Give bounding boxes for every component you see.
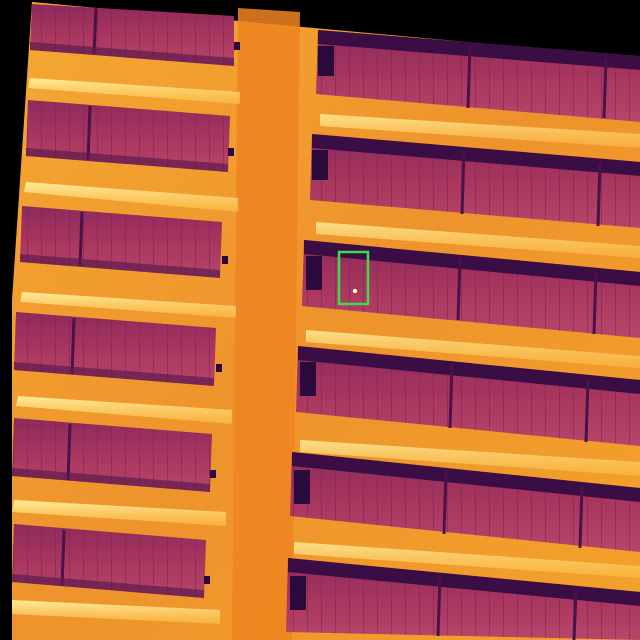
- panel-rows-left: [12, 4, 234, 598]
- center-path: [232, 8, 300, 640]
- panel-row: [12, 524, 206, 598]
- anomaly-detection-box[interactable]: [337, 250, 370, 306]
- panel-rows-right: [286, 30, 640, 640]
- panel-row: [20, 206, 222, 278]
- panel-row: [30, 4, 234, 66]
- panel-row: [316, 30, 640, 122]
- panel-row: [310, 134, 640, 228]
- bright-strips-left: [12, 78, 240, 624]
- panel-row: [14, 312, 216, 386]
- panel-row: [26, 100, 230, 172]
- panel-row: [296, 346, 640, 446]
- mounting-posts: [204, 42, 240, 584]
- panel-row: [286, 558, 640, 640]
- hotspot-marker: [352, 288, 358, 294]
- bright-strips-right: [294, 114, 640, 578]
- panel-row: [302, 240, 640, 338]
- panel-row: [12, 418, 212, 492]
- panel-row: [290, 452, 640, 552]
